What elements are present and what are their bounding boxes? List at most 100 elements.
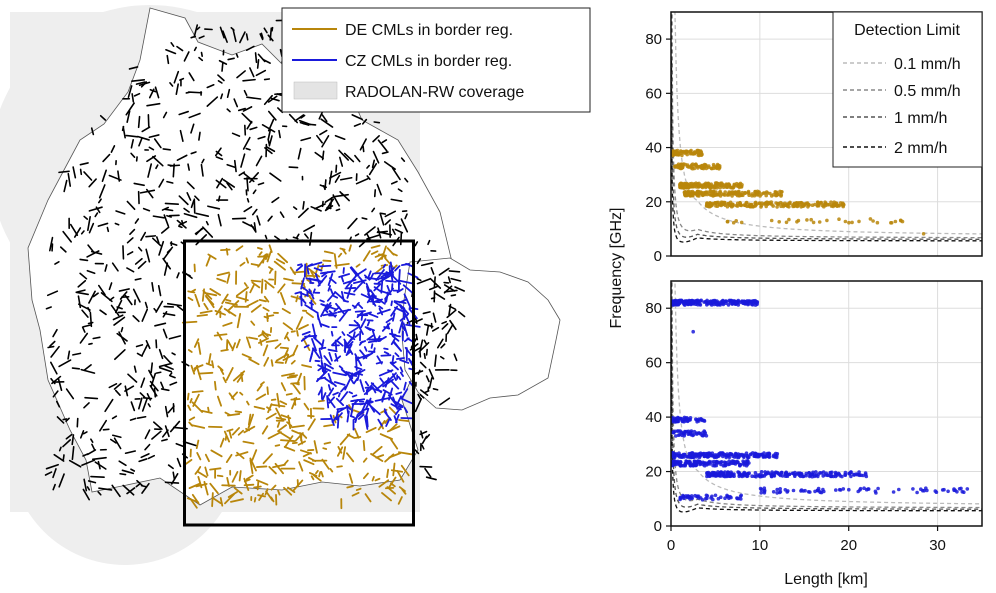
map-legend: DE CMLs in border reg. CZ CMLs in border…: [281, 7, 591, 113]
data-point: [755, 189, 760, 194]
cml-link: [422, 311, 431, 315]
legend-label-de: DE CMLs in border reg.: [345, 22, 513, 39]
cml-link: [62, 230, 72, 243]
cml-link: [371, 445, 383, 456]
cml-link: [236, 70, 246, 79]
cml-link: [62, 418, 68, 421]
cml-link: [303, 224, 316, 232]
cml-link: [240, 153, 246, 168]
cml-link: [285, 392, 293, 396]
data-point: [695, 182, 700, 187]
cml-link: [365, 415, 369, 428]
cml-link: [280, 382, 287, 392]
cml-link: [353, 377, 359, 385]
cml-link: [286, 336, 290, 342]
data-point: [736, 190, 740, 194]
data-point: [759, 205, 763, 209]
cml-link: [425, 348, 428, 356]
x-tick-label: 0: [667, 537, 675, 554]
cml-link: [116, 306, 123, 310]
cml-link: [90, 475, 105, 478]
data-point: [682, 300, 686, 304]
cml-link: [342, 446, 347, 460]
cml-link: [222, 321, 233, 327]
data-point: [743, 191, 747, 195]
cml-link: [178, 220, 188, 226]
cml-link: [206, 83, 215, 89]
cml-link: [354, 268, 367, 277]
cml-link: [323, 250, 334, 255]
data-point: [857, 472, 862, 477]
cml-link: [183, 212, 198, 219]
cml-link: [370, 244, 381, 249]
cml-link: [117, 170, 121, 182]
cml-link: [274, 342, 282, 350]
cml-link: [172, 471, 176, 481]
cml-link: [370, 343, 374, 349]
data-point: [804, 471, 808, 476]
cml-link: [119, 291, 128, 300]
cml-link: [353, 319, 361, 327]
cml-link: [340, 276, 345, 283]
cml-link: [335, 208, 341, 212]
data-point: [799, 489, 803, 493]
cml-link: [52, 328, 58, 338]
cml-link: [140, 231, 147, 241]
cml-link: [71, 434, 75, 446]
cml-link: [99, 114, 107, 121]
cml-link: [126, 237, 134, 244]
cml-link: [408, 381, 414, 387]
cml-link: [313, 336, 324, 347]
cml-link: [334, 174, 341, 183]
data-point: [678, 495, 683, 500]
cml-link: [244, 291, 248, 303]
cz-panel-frame: [670, 280, 983, 527]
data-point: [959, 486, 963, 491]
cml-link: [254, 52, 258, 64]
cml-link: [281, 307, 291, 315]
cml-link: [320, 118, 334, 128]
data-point: [715, 164, 719, 168]
data-point: [809, 473, 813, 477]
cml-link: [336, 340, 344, 347]
cml-link: [152, 237, 162, 247]
cml-link: [209, 482, 219, 495]
cml-link: [251, 281, 261, 289]
cml-link: [303, 344, 310, 349]
cml-link: [352, 331, 356, 339]
cml-link: [387, 394, 398, 407]
other-cml-links: [44, 19, 466, 501]
cml-link: [150, 362, 154, 374]
cml-link: [235, 53, 239, 58]
cml-link: [52, 468, 57, 479]
cml-link: [50, 377, 56, 385]
cml-link: [245, 257, 250, 264]
cml-link: [335, 397, 345, 406]
data-point: [769, 218, 774, 223]
cml-link: [385, 266, 395, 278]
cml-link: [326, 396, 336, 409]
cml-link: [257, 246, 263, 250]
detection-limit-curve: [671, 12, 982, 239]
cml-link: [430, 297, 436, 300]
cml-link: [308, 472, 318, 477]
cml-link: [58, 446, 62, 452]
data-point: [735, 193, 740, 198]
cml-link: [108, 383, 118, 389]
cml-link: [224, 411, 232, 417]
cml-link: [191, 390, 204, 394]
cml-link: [169, 420, 181, 433]
data-point: [678, 185, 682, 189]
cml-link: [382, 263, 387, 269]
cml-link: [147, 163, 153, 178]
cml-link: [403, 381, 407, 391]
cml-link: [283, 486, 293, 496]
data-point: [704, 493, 709, 498]
cml-link: [241, 112, 253, 124]
cml-link: [234, 410, 243, 414]
y-tick-label: 80: [645, 31, 662, 48]
data-point: [810, 203, 815, 207]
cml-link: [364, 276, 380, 281]
data-point: [919, 487, 923, 492]
cml-link: [416, 278, 431, 285]
